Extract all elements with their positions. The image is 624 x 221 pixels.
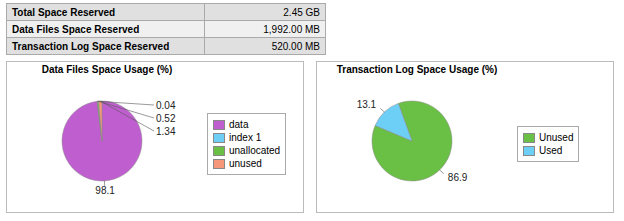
- html-text:Transaction Log Space Reserved: Transaction Log Space Reserved: [12, 40, 170, 52]
- html-text:Unused: Unused: [539, 132, 574, 143]
- html-text:520.00 MB: 520.00 MB: [271, 40, 320, 52]
- html-text:1,992.00 MB: 1,992.00 MB: [263, 23, 320, 35]
- svg-text:98.1: 98.1: [95, 185, 115, 196]
- svg-text:1.34: 1.34: [156, 126, 176, 137]
- html-text:2.45 GB: 2.45 GB: [283, 6, 320, 18]
- svg-text:86.9: 86.9: [448, 172, 468, 183]
- html-text:Data Files Space Usage (%): Data Files Space Usage (%): [41, 64, 173, 75]
- html-text:Transaction Log Space Usage (%: Transaction Log Space Usage (%): [336, 64, 498, 75]
- html-text:unallocated: unallocated: [229, 145, 281, 156]
- svg-text:0.04: 0.04: [156, 100, 176, 111]
- html-text:Data Files Space Reserved: Data Files Space Reserved: [12, 23, 140, 35]
- html-text:Total Space Reserved: Total Space Reserved: [12, 6, 116, 18]
- svg-text:0.52: 0.52: [156, 113, 176, 124]
- html-text:Used: Used: [539, 145, 563, 156]
- html-text:index 1: index 1: [229, 132, 262, 143]
- svg-text:13.1: 13.1: [357, 99, 377, 110]
- html-text:unused: unused: [229, 158, 262, 169]
- html-text:data: data: [229, 119, 249, 130]
